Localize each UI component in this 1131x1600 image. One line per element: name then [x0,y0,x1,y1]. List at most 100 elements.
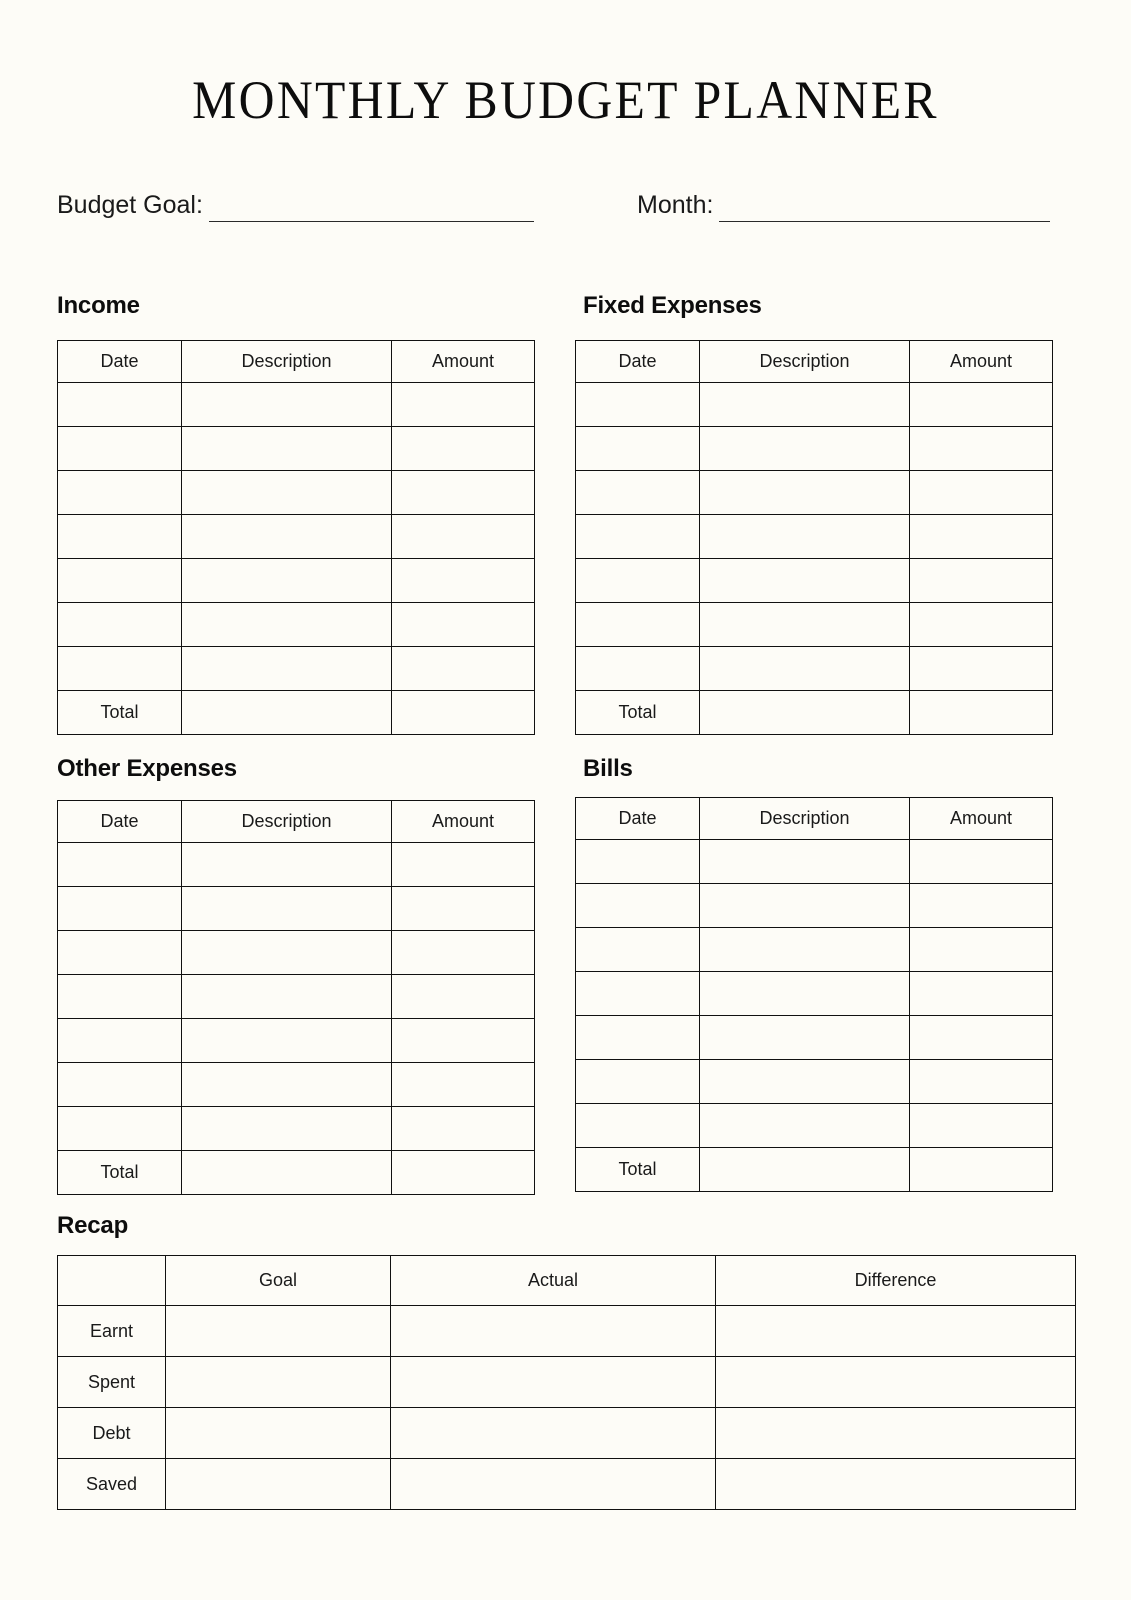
cell-amount[interactable] [391,930,535,975]
cell-amount[interactable] [391,382,535,427]
cell-date[interactable] [575,514,700,559]
cell-amount[interactable] [909,602,1053,647]
cell-date[interactable] [575,1059,700,1104]
cell-date[interactable] [575,927,700,972]
cell-description[interactable] [699,971,910,1016]
cell-amount[interactable] [391,426,535,471]
cell-amount[interactable] [909,426,1053,471]
cell-date[interactable] [57,426,182,471]
cell-date[interactable] [575,1015,700,1060]
total-description[interactable] [699,690,910,735]
cell-description[interactable] [699,514,910,559]
cell-description[interactable] [699,382,910,427]
cell-amount[interactable] [391,646,535,691]
cell-difference[interactable] [715,1458,1076,1510]
cell-date[interactable] [57,1018,182,1063]
cell-amount[interactable] [909,382,1053,427]
cell-date[interactable] [57,886,182,931]
cell-description[interactable] [181,930,392,975]
cell-description[interactable] [699,1015,910,1060]
cell-description[interactable] [699,602,910,647]
total-amount[interactable] [391,1150,535,1195]
cell-date[interactable] [57,602,182,647]
total-amount[interactable] [391,690,535,735]
cell-amount[interactable] [909,1015,1053,1060]
cell-goal[interactable] [165,1458,391,1510]
cell-description[interactable] [181,470,392,515]
cell-date[interactable] [57,382,182,427]
cell-difference[interactable] [715,1356,1076,1408]
cell-goal[interactable] [165,1356,391,1408]
cell-description[interactable] [181,842,392,887]
cell-amount[interactable] [909,971,1053,1016]
cell-date[interactable] [57,974,182,1019]
cell-amount[interactable] [391,974,535,1019]
cell-date[interactable] [575,558,700,603]
cell-description[interactable] [181,602,392,647]
cell-amount[interactable] [391,470,535,515]
cell-amount[interactable] [909,514,1053,559]
cell-amount[interactable] [391,1018,535,1063]
cell-date[interactable] [57,558,182,603]
cell-description[interactable] [181,1018,392,1063]
cell-amount[interactable] [909,839,1053,884]
month-field[interactable]: Month: [637,178,1050,224]
cell-description[interactable] [181,1106,392,1151]
cell-date[interactable] [575,602,700,647]
budget-goal-input-line[interactable] [208,221,534,222]
cell-amount[interactable] [909,470,1053,515]
cell-actual[interactable] [390,1305,716,1357]
cell-description[interactable] [181,514,392,559]
cell-amount[interactable] [391,602,535,647]
cell-description[interactable] [699,470,910,515]
cell-description[interactable] [181,646,392,691]
cell-description[interactable] [181,974,392,1019]
cell-description[interactable] [699,558,910,603]
cell-description[interactable] [699,1103,910,1148]
budget-goal-field[interactable]: Budget Goal: [57,178,534,224]
cell-date[interactable] [575,470,700,515]
cell-description[interactable] [181,382,392,427]
cell-amount[interactable] [909,1103,1053,1148]
cell-amount[interactable] [909,883,1053,928]
cell-date[interactable] [57,514,182,559]
cell-description[interactable] [699,927,910,972]
cell-description[interactable] [699,646,910,691]
cell-actual[interactable] [390,1458,716,1510]
cell-description[interactable] [181,886,392,931]
cell-date[interactable] [57,1106,182,1151]
cell-amount[interactable] [391,1062,535,1107]
cell-description[interactable] [699,426,910,471]
cell-amount[interactable] [391,886,535,931]
total-amount[interactable] [909,1147,1053,1192]
cell-actual[interactable] [390,1356,716,1408]
cell-amount[interactable] [391,842,535,887]
cell-difference[interactable] [715,1407,1076,1459]
cell-goal[interactable] [165,1407,391,1459]
cell-goal[interactable] [165,1305,391,1357]
cell-date[interactable] [57,842,182,887]
cell-amount[interactable] [391,1106,535,1151]
cell-description[interactable] [699,883,910,928]
cell-date[interactable] [575,382,700,427]
cell-date[interactable] [575,839,700,884]
cell-actual[interactable] [390,1407,716,1459]
cell-amount[interactable] [909,927,1053,972]
cell-description[interactable] [699,1059,910,1104]
total-amount[interactable] [909,690,1053,735]
cell-amount[interactable] [909,1059,1053,1104]
cell-description[interactable] [699,839,910,884]
cell-amount[interactable] [909,558,1053,603]
cell-difference[interactable] [715,1305,1076,1357]
cell-description[interactable] [181,1062,392,1107]
cell-amount[interactable] [391,558,535,603]
cell-amount[interactable] [391,514,535,559]
month-input-line[interactable] [719,221,1050,222]
cell-date[interactable] [575,646,700,691]
cell-date[interactable] [575,426,700,471]
cell-description[interactable] [181,558,392,603]
total-description[interactable] [181,690,392,735]
cell-date[interactable] [575,883,700,928]
cell-date[interactable] [57,930,182,975]
cell-date[interactable] [57,470,182,515]
